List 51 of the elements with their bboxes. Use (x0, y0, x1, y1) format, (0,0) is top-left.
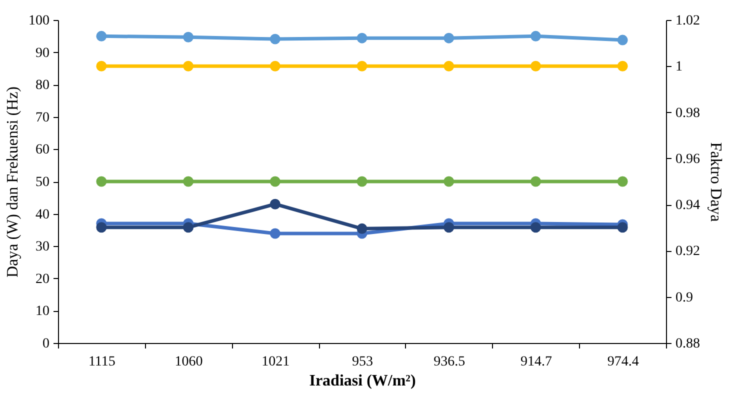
x-tick-label: 936.5 (434, 354, 466, 370)
y2-tick-label: 1.02 (676, 14, 700, 28)
point (617, 176, 628, 187)
y-tick-label: 0 (42, 336, 50, 352)
point (270, 198, 280, 210)
x-tick-label: 1060 (174, 354, 203, 370)
y2-axis-title: Faktro Daya (707, 142, 724, 222)
point (530, 30, 541, 42)
y-tick-label: 100 (28, 14, 50, 28)
y-tick-label: 10 (36, 304, 50, 320)
y-tick-label: 80 (36, 78, 50, 94)
point (183, 176, 194, 187)
y-axis-title: Daya (W) dan Frekuensi (Hz) (4, 86, 22, 278)
y2-tick-label: 0.9 (676, 290, 693, 306)
point (356, 223, 368, 234)
y2-tick-label: 0.94 (676, 198, 700, 214)
y-tick-label: 30 (36, 240, 50, 255)
x-tick-label: 1021 (262, 354, 290, 370)
point (530, 222, 541, 233)
point (96, 30, 107, 42)
y-tick-label: 90 (36, 46, 50, 61)
point (617, 222, 628, 233)
x-tick-label: 953 (352, 354, 373, 370)
y2-tick-label: 0.98 (676, 106, 700, 121)
x-tick-label: 1115 (88, 354, 116, 370)
y-tick-label: 60 (36, 142, 50, 158)
y2-tick-label: 0.92 (676, 244, 700, 260)
y-tick-label: 40 (36, 207, 50, 222)
point (444, 32, 454, 44)
point (270, 34, 280, 44)
y-tick-label: 20 (36, 272, 50, 287)
point (356, 32, 368, 44)
point (96, 176, 107, 187)
point (183, 222, 194, 233)
point (270, 176, 280, 187)
y2-tick-label: 0.96 (676, 152, 700, 167)
y2-tick-label: 0.88 (676, 336, 700, 352)
y-tick-label: 70 (36, 110, 50, 126)
point (270, 228, 280, 239)
point (183, 32, 194, 42)
x-axis-title: Iradiasi (W/m²) (309, 372, 416, 390)
point (444, 176, 454, 187)
point (617, 34, 628, 46)
point (356, 176, 368, 187)
point (444, 222, 454, 233)
point (530, 176, 541, 187)
x-tick-label: 974.4 (607, 354, 639, 370)
y-tick-label: 50 (36, 175, 50, 190)
point (96, 222, 107, 233)
x-tick-label: 914.7 (520, 354, 552, 370)
y2-tick-label: 1 (676, 60, 682, 75)
